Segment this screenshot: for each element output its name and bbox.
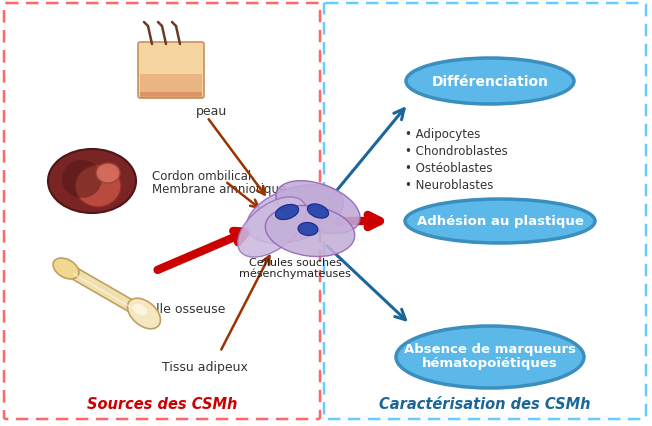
Ellipse shape bbox=[308, 204, 329, 219]
Bar bbox=[140, 75, 202, 97]
Ellipse shape bbox=[406, 59, 574, 105]
Text: • Adipocytes: • Adipocytes bbox=[405, 128, 481, 141]
Text: • Chondroblastes: • Chondroblastes bbox=[405, 145, 508, 158]
Text: mésenchymateuses: mésenchymateuses bbox=[239, 268, 351, 279]
Text: Absence de marqueurs: Absence de marqueurs bbox=[404, 343, 576, 356]
Text: Cellules souches: Cellules souches bbox=[248, 257, 342, 268]
Text: peau: peau bbox=[196, 105, 228, 118]
Ellipse shape bbox=[246, 185, 343, 244]
Ellipse shape bbox=[128, 299, 160, 329]
Polygon shape bbox=[63, 264, 147, 319]
Ellipse shape bbox=[48, 150, 136, 213]
Polygon shape bbox=[73, 273, 136, 311]
Bar bbox=[140, 93, 202, 99]
Text: Cordon ombilical: Cordon ombilical bbox=[152, 170, 251, 183]
Ellipse shape bbox=[265, 206, 355, 257]
Ellipse shape bbox=[75, 166, 121, 207]
Text: Membrane amniotique: Membrane amniotique bbox=[152, 183, 286, 196]
Text: Adhésion au plastique: Adhésion au plastique bbox=[417, 215, 584, 228]
Ellipse shape bbox=[96, 164, 120, 184]
Ellipse shape bbox=[62, 161, 102, 199]
Ellipse shape bbox=[276, 181, 360, 234]
Text: Sources des CSMh: Sources des CSMh bbox=[87, 396, 237, 411]
Ellipse shape bbox=[405, 199, 595, 243]
Text: • Ostéoblastes: • Ostéoblastes bbox=[405, 162, 492, 175]
Text: hématopoïétiques: hématopoïétiques bbox=[422, 357, 558, 370]
FancyBboxPatch shape bbox=[138, 43, 204, 99]
Text: Différenciation: Différenciation bbox=[432, 75, 548, 89]
Ellipse shape bbox=[53, 259, 79, 279]
Ellipse shape bbox=[132, 304, 147, 316]
Text: Moelle osseuse: Moelle osseuse bbox=[130, 303, 226, 316]
Text: Caractérisation des CSMh: Caractérisation des CSMh bbox=[379, 396, 591, 411]
Ellipse shape bbox=[275, 205, 299, 220]
Ellipse shape bbox=[238, 197, 306, 257]
Ellipse shape bbox=[396, 326, 584, 388]
Text: Tissu adipeux: Tissu adipeux bbox=[162, 361, 248, 374]
Text: • Neuroblastes: • Neuroblastes bbox=[405, 179, 494, 192]
Ellipse shape bbox=[298, 223, 318, 236]
